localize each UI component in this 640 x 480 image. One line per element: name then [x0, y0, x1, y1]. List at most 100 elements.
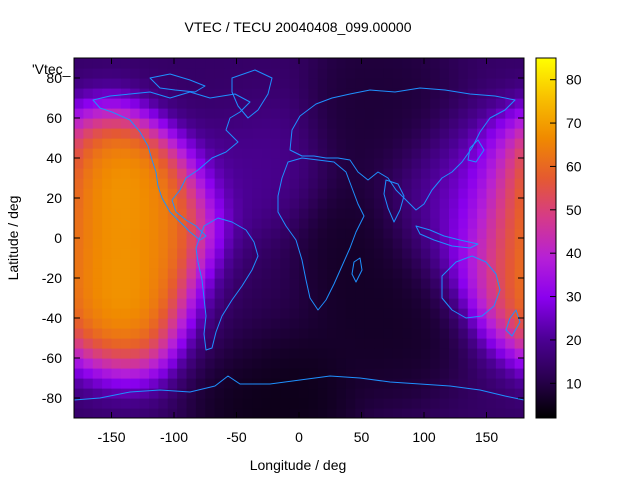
heat-cell [74, 388, 84, 399]
heat-cell [355, 298, 366, 309]
heat-cell [92, 248, 103, 259]
heat-cell [308, 268, 319, 279]
heat-cell [345, 128, 356, 139]
heat-cell [149, 288, 159, 299]
heat-cell [158, 78, 169, 89]
heat-cell [83, 298, 94, 309]
heat-cell [158, 298, 169, 309]
heat-cell [458, 98, 469, 109]
heat-cell [430, 128, 441, 139]
heat-cell [420, 268, 431, 279]
heat-cell [214, 288, 225, 299]
heat-cell [477, 78, 488, 89]
heat-cell [317, 348, 328, 359]
heat-cell [308, 108, 319, 119]
heat-cell [327, 158, 338, 169]
heat-cell [74, 78, 84, 89]
heat-cell [439, 98, 450, 109]
heat-cell [355, 338, 366, 349]
heat-cell [439, 378, 450, 389]
heat-cell [374, 228, 384, 239]
heat-cell [280, 338, 291, 349]
heat-cell [402, 88, 413, 99]
coast-indonesia [415, 225, 479, 249]
heat-cell [477, 198, 488, 209]
heat-cell [177, 378, 188, 389]
heat-cell [177, 88, 188, 99]
heat-cell [495, 378, 506, 389]
heat-cell [177, 218, 188, 229]
heat-cell [467, 208, 478, 219]
heat-cell [120, 338, 131, 349]
heat-cell [139, 328, 150, 339]
heat-cell [92, 338, 103, 349]
heat-cell [233, 228, 244, 239]
heat-cell [439, 118, 450, 129]
heat-cell [336, 308, 347, 319]
heat-cell [355, 288, 366, 299]
heat-cell [167, 288, 178, 299]
heat-cell [139, 138, 150, 149]
heat-cell [186, 298, 197, 309]
heat-cell [224, 278, 234, 289]
heat-cell [467, 338, 478, 349]
heat-cell [158, 278, 169, 289]
heat-cell [458, 258, 469, 269]
heat-cell [120, 288, 131, 299]
heat-cell [495, 78, 506, 89]
heat-cell [233, 238, 244, 249]
heat-cell [486, 138, 497, 149]
heat-cell [299, 368, 309, 379]
heat-cell [224, 238, 234, 249]
heat-cell [364, 328, 375, 339]
heat-cell [195, 78, 206, 89]
heat-cell [186, 58, 197, 69]
heat-cell [486, 98, 497, 109]
heat-cell [430, 238, 441, 249]
heat-cell [270, 248, 281, 259]
heat-cell [467, 218, 478, 229]
heat-cell [111, 398, 122, 409]
heat-cell [111, 138, 122, 149]
heat-cell [205, 118, 216, 129]
heat-cell [477, 298, 488, 309]
heat-cell [289, 238, 300, 249]
heat-cell [120, 378, 131, 389]
heat-cell [345, 168, 356, 179]
heat-cell [383, 228, 394, 239]
heat-cell [177, 268, 188, 279]
heat-cell [177, 228, 188, 239]
heat-cell [186, 388, 197, 399]
heat-cell [224, 118, 234, 129]
heat-cell [186, 238, 197, 249]
heat-cell [505, 178, 516, 189]
heat-cell [289, 288, 300, 299]
heat-cell [195, 328, 206, 339]
heat-cell [411, 308, 422, 319]
heat-cell [102, 278, 113, 289]
heat-cell [74, 348, 84, 359]
heat-cell [467, 188, 478, 199]
x-tick-label: 0 [295, 429, 303, 445]
heat-cell [289, 298, 300, 309]
heat-cell [224, 168, 234, 179]
heat-cell [477, 178, 488, 189]
heat-cell [74, 278, 84, 289]
heat-cell [186, 168, 197, 179]
heat-cell [74, 88, 84, 99]
heat-cell [430, 158, 441, 169]
heat-cell [458, 128, 469, 139]
heat-cell [514, 228, 524, 239]
heat-cell [383, 298, 394, 309]
heat-cell [374, 248, 384, 259]
heat-cell [102, 98, 113, 109]
heat-cell [92, 408, 103, 418]
heat-cell [505, 248, 516, 259]
heat-cell [374, 268, 384, 279]
heat-cell [74, 118, 84, 129]
heat-cell [402, 308, 413, 319]
coast-madagascar [351, 257, 363, 283]
heat-cell [430, 58, 441, 69]
heat-cell [195, 198, 206, 209]
heat-cell [392, 328, 403, 339]
